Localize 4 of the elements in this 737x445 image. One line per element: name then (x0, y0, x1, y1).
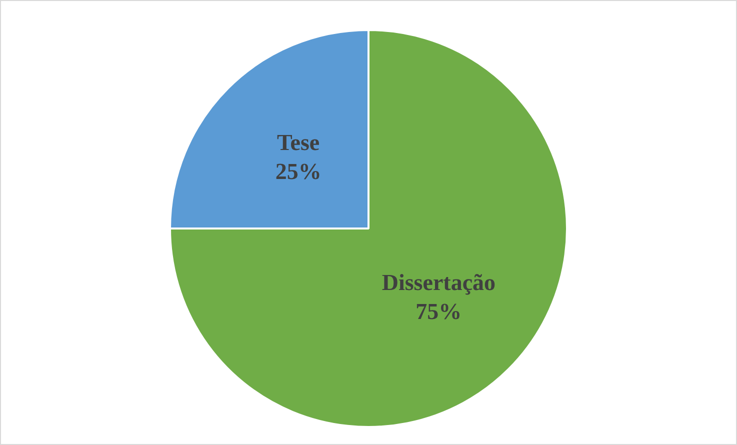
data-label: 25% (275, 158, 322, 184)
slice-label: Tese (277, 130, 320, 155)
slice-label: Dissertação (382, 270, 496, 296)
data-label: 75% (416, 299, 462, 324)
